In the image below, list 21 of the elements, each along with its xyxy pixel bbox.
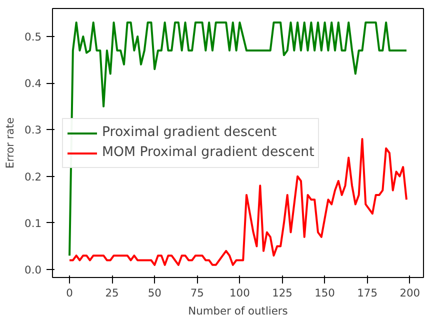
x-tick-label: 175: [357, 286, 378, 300]
x-tick-label: 0: [66, 286, 74, 300]
y-tick-label: 0.4: [24, 77, 42, 90]
y-tick-label: 0.3: [24, 124, 42, 137]
y-axis-title: Error rate: [4, 117, 17, 169]
y-tick-label: 0.0: [24, 264, 42, 277]
x-tick-label: 75: [190, 286, 204, 300]
legend-label: Proximal gradient descent: [102, 125, 277, 140]
x-tick-label: 50: [148, 286, 162, 300]
x-tick-label: 200: [400, 286, 420, 300]
x-axis-title: Number of outliers: [188, 304, 288, 318]
line-series: [68, 21, 408, 257]
y-tick-label: 0.2: [24, 170, 42, 184]
line-series: [68, 138, 408, 266]
x-tick-label: 25: [105, 286, 119, 300]
y-tick-label: 0.1: [24, 216, 42, 230]
x-tick-label: 150: [314, 286, 336, 300]
x-tick-label: 100: [230, 286, 250, 300]
x-tick-label: 125: [272, 286, 292, 300]
y-tick-label: 0.5: [24, 30, 42, 44]
legend-label: MOM Proximal gradient descent: [102, 145, 314, 160]
